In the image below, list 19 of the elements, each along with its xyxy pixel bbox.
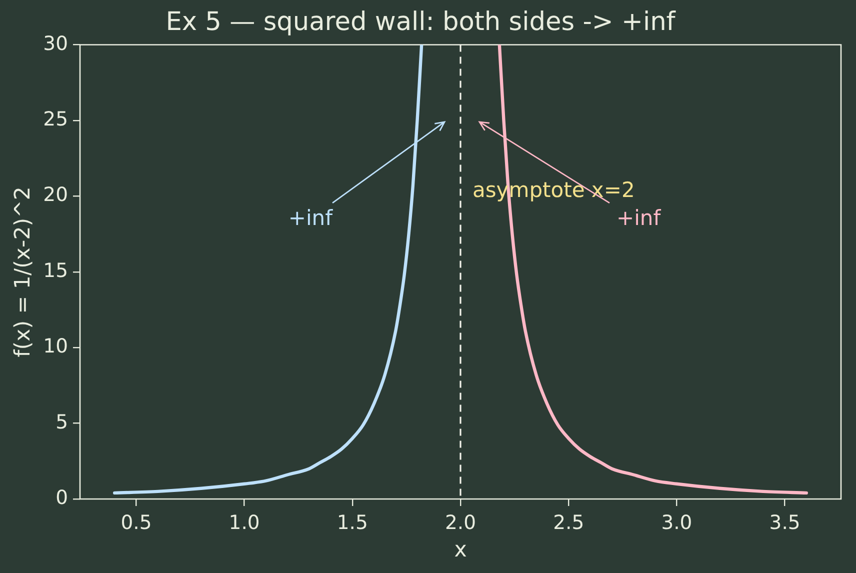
x-tick-label: 3.5 bbox=[769, 510, 800, 534]
y-axis-title: f(x) = 1/(x-2)^2 bbox=[10, 186, 36, 358]
chart-title: Ex 5 — squared wall: both sides -> +inf bbox=[166, 7, 676, 38]
y-tick-label: 25 bbox=[43, 107, 68, 130]
y-tick-label: 0 bbox=[56, 486, 68, 510]
x-tick-label: 0.5 bbox=[120, 510, 152, 534]
x-tick-label: 2.5 bbox=[553, 510, 584, 534]
x-axis-title: x bbox=[454, 537, 467, 562]
x-tick-label: 1.5 bbox=[336, 510, 368, 534]
y-tick-label: 30 bbox=[43, 32, 68, 55]
y-tick-label: 20 bbox=[43, 183, 68, 206]
x-tick-label: 3.0 bbox=[661, 510, 692, 534]
annotation: +inf bbox=[288, 206, 334, 230]
x-tick-label: 2.0 bbox=[444, 510, 476, 534]
annotation: +inf bbox=[616, 206, 662, 230]
y-tick-label: 5 bbox=[56, 410, 68, 434]
x-tick-label: 1.0 bbox=[228, 510, 260, 534]
y-tick-label: 15 bbox=[43, 258, 68, 282]
y-tick-label: 10 bbox=[43, 334, 68, 358]
